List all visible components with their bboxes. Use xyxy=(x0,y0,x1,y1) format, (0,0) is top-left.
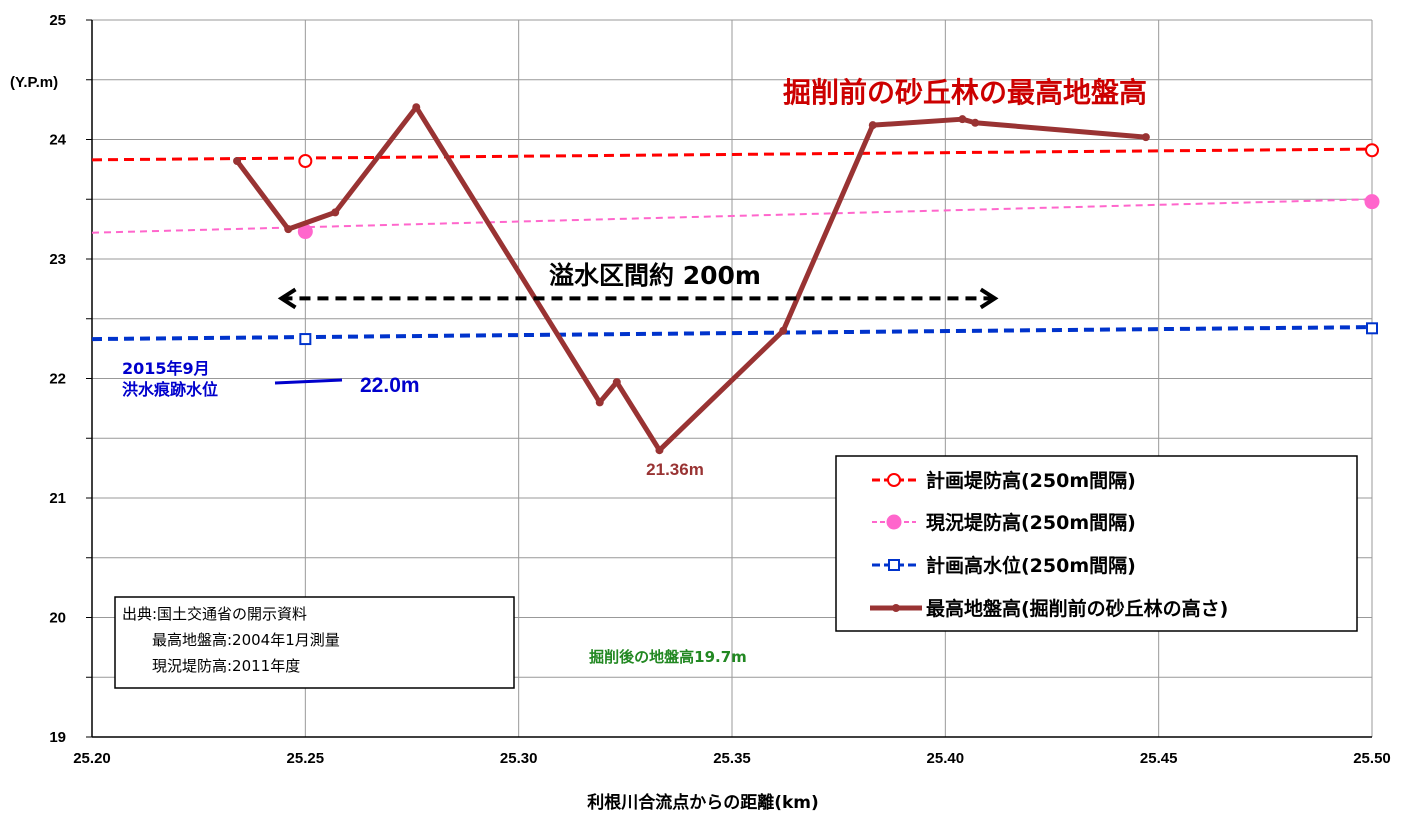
y-axis-label: (Y.P.m) xyxy=(10,74,58,91)
source-box: 出典:国土交通省の開示資料 最高地盤高:2004年1月測量 現況堤防高:2011… xyxy=(114,596,515,689)
y-tick-label: 19 xyxy=(49,729,66,746)
y-tick-label: 24 xyxy=(49,132,66,149)
x-tick-label: 25.30 xyxy=(500,750,538,767)
legend-item-4: 最高地盤高(掘削前の砂丘林の高さ) xyxy=(870,597,1228,620)
flood-mark-line1: 2015年9月 xyxy=(122,359,210,378)
x-tick-label: 25.45 xyxy=(1140,750,1178,767)
y-tick-label: 20 xyxy=(49,610,66,627)
data-point xyxy=(1366,322,1378,335)
source-line3: 現況堤防高:2011年度 xyxy=(152,657,300,675)
legend-item-3: 計画高水位(250m間隔) xyxy=(872,554,1136,577)
series-2 xyxy=(91,194,1380,240)
overflow-label: 溢水区間約 200m xyxy=(549,261,761,290)
overflow-arrow-left xyxy=(277,287,297,310)
data-point xyxy=(284,225,293,234)
x-tick-label: 25.25 xyxy=(287,750,325,767)
x-tick-label: 25.35 xyxy=(713,750,751,767)
x-tick-label: 25.40 xyxy=(927,750,965,767)
after-excavation-label: 掘削後の地盤高19.7m xyxy=(589,648,747,666)
legend-label: 計画高水位(250m間隔) xyxy=(926,554,1136,577)
data-point xyxy=(1141,133,1150,142)
axes xyxy=(86,19,1372,738)
legend: 計画堤防高(250m間隔) 現況堤防高(250m間隔) 計画高水位(250m間隔) 最… xyxy=(835,455,1358,632)
data-point xyxy=(299,333,312,346)
x-tick-label: 25.20 xyxy=(73,750,111,767)
legend-swatch-marker xyxy=(887,473,901,487)
data-point xyxy=(655,446,664,455)
y-tick-label: 25 xyxy=(49,12,66,29)
series-line xyxy=(91,198,1373,234)
data-point xyxy=(331,208,340,217)
excavation-title: 掘削前の砂丘林の最高地盤高 xyxy=(783,76,1147,109)
data-point xyxy=(1365,143,1379,158)
flood-mark-value: 22.0m xyxy=(360,374,420,397)
legend-label: 最高地盤高(掘削前の砂丘林の高さ) xyxy=(926,597,1228,620)
y-tick-labels: 19 20 21 22 23 24 25 xyxy=(49,12,66,746)
legend-label: 現況堤防高(250m間隔) xyxy=(926,511,1136,534)
series-layer xyxy=(91,103,1380,455)
flood-mark-line xyxy=(274,378,343,385)
x-axis-label: 利根川合流点からの距離(km) xyxy=(587,792,819,813)
legend-item-2: 現況堤防高(250m間隔) xyxy=(872,511,1136,534)
data-point xyxy=(779,326,788,335)
y-tick-label: 23 xyxy=(49,251,66,268)
x-tick-labels: 25.20 25.25 25.30 25.35 25.40 25.45 25.50 xyxy=(73,750,1391,767)
source-line2: 最高地盤高:2004年1月測量 xyxy=(152,631,340,649)
data-point xyxy=(868,121,877,130)
y-tick-label: 21 xyxy=(49,490,66,507)
overflow-arrow-right xyxy=(979,287,999,310)
min-label: 21.36m xyxy=(646,460,704,479)
series-1 xyxy=(91,143,1379,169)
flood-mark-line2: 洪水痕跡水位 xyxy=(122,380,218,399)
legend-swatch-marker xyxy=(886,514,902,530)
series-4 xyxy=(233,103,1150,455)
x-tick-label: 25.50 xyxy=(1353,750,1391,767)
annotations: 掘削前の砂丘林の最高地盤高 溢水区間約 200m 2015年9月 洪水痕跡水位 … xyxy=(122,76,1147,666)
data-point xyxy=(595,398,604,407)
series-3 xyxy=(91,322,1378,346)
legend-swatch-marker xyxy=(888,559,900,571)
data-point xyxy=(1364,194,1380,210)
data-point xyxy=(971,118,980,127)
source-line1: 出典:国土交通省の開示資料 xyxy=(122,605,307,623)
legend-label: 計画堤防高(250m間隔) xyxy=(926,469,1136,492)
data-point xyxy=(233,157,242,166)
data-point xyxy=(958,115,967,124)
data-point xyxy=(612,378,621,387)
y-tick-label: 22 xyxy=(49,371,66,388)
data-point xyxy=(298,154,313,169)
legend-item-1: 計画堤防高(250m間隔) xyxy=(872,469,1136,492)
legend-swatch-marker xyxy=(892,604,900,612)
data-point xyxy=(412,103,421,112)
